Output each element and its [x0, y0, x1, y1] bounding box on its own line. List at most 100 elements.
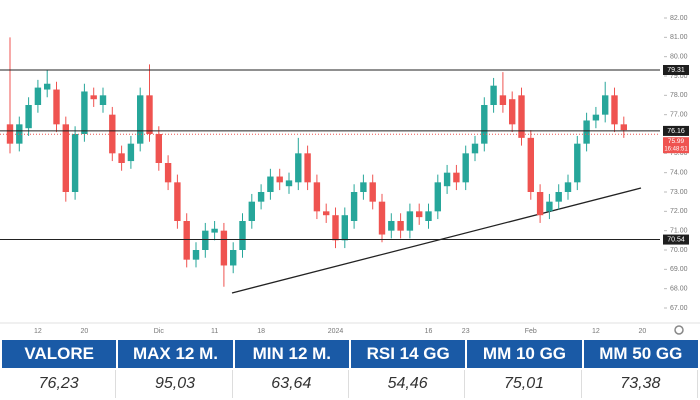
candle-body: [6, 124, 14, 144]
candle-body: [388, 221, 395, 231]
y-tick-label: 71.00: [670, 228, 688, 235]
header-cell: MIN 12 M.: [234, 340, 349, 368]
candle-body: [127, 143, 135, 162]
header-cell: MM 50 GG: [583, 340, 698, 368]
candle-body: [406, 211, 414, 231]
y-tick-label: 70.00: [670, 247, 688, 254]
value-cell: 54,46: [351, 370, 466, 398]
value-cell: 73,38: [584, 370, 698, 398]
chart: 67.00 68.00 69.00 70.00 71.00 72.00 73.00 74.00…: [0, 15, 700, 335]
y-tick-label: 69.00: [670, 266, 688, 273]
y-tick-label: 82.00: [670, 15, 688, 22]
candle-body: [574, 143, 581, 183]
value-row: 76,23 95,03 63,64 54,46 75,01 73,38: [2, 370, 698, 398]
value-cell: 75,01: [467, 370, 582, 398]
candle-body: [360, 182, 367, 192]
header-cell: MAX 12 M.: [118, 340, 233, 368]
candle-body: [230, 250, 237, 266]
candle-body: [155, 134, 162, 163]
candle-body: [313, 182, 321, 212]
level-label: 79.31: [667, 67, 685, 74]
candle-body: [323, 211, 330, 216]
candle-body: [118, 153, 125, 163]
candle-body: [536, 192, 544, 216]
x-tick-label: Feb: [525, 328, 537, 335]
y-tick-label: 77.00: [670, 112, 688, 119]
level-label: 70.54: [667, 236, 685, 243]
candle-body: [192, 250, 200, 260]
candle-body: [490, 85, 497, 105]
x-tick-label: 20: [639, 328, 647, 335]
candle-body: [527, 137, 534, 192]
candle-body: [555, 192, 562, 202]
candle-body: [378, 201, 386, 235]
candle-body: [267, 176, 274, 192]
y-tick-label: 80.00: [670, 54, 688, 61]
level-label: 76.16: [667, 128, 685, 135]
candle-body: [546, 201, 553, 212]
x-tick-label: 2024: [328, 328, 344, 335]
candle-body: [416, 211, 423, 218]
header-cell: MM 10 GG: [467, 340, 582, 368]
candle-body: [276, 176, 283, 183]
candle-body: [620, 124, 627, 131]
candle-body: [462, 153, 469, 183]
candle-body: [611, 95, 618, 125]
candle-body: [257, 192, 265, 202]
candle-body: [211, 228, 218, 233]
y-tick-label: 75.00: [670, 150, 688, 157]
candle-body: [16, 124, 23, 144]
header-row: VALORE MAX 12 M. MIN 12 M. RSI 14 GG MM 10 G…: [2, 340, 698, 368]
settings-icon[interactable]: [674, 325, 684, 335]
candle-body: [164, 163, 172, 183]
candle-body: [220, 230, 228, 266]
candle-body: [453, 172, 460, 183]
candle-body: [443, 172, 451, 187]
x-tick-label: 11: [211, 328, 218, 335]
x-tick-label: 20: [81, 328, 89, 335]
x-tick-label: 18: [257, 328, 265, 335]
level-label-box: [663, 125, 689, 136]
candle-body: [295, 153, 302, 183]
candle-body: [109, 114, 116, 154]
candle-body: [174, 182, 181, 221]
y-tick-label: 67.00: [670, 305, 688, 312]
candle-body: [90, 95, 97, 100]
y-tick-label: 68.00: [670, 286, 688, 293]
level-label-box: [663, 234, 689, 245]
candle-body: [34, 87, 42, 105]
candle-body: [481, 105, 488, 144]
y-tick-label: 73.00: [670, 189, 688, 196]
x-tick-label: 16: [425, 328, 433, 335]
y-tick-label: 74.00: [670, 170, 688, 177]
candle-body: [369, 182, 376, 202]
candle-body: [471, 143, 479, 154]
x-tick-label: 23: [462, 328, 470, 335]
last-price-label: 75.99: [668, 138, 685, 145]
x-tick-label: Dic: [154, 328, 165, 335]
x-tick-label: 12: [34, 328, 42, 335]
candle-body: [583, 120, 590, 144]
candle-body: [146, 95, 153, 134]
candle-body: [350, 192, 358, 221]
last-price-box: [663, 137, 689, 154]
candle-body: [602, 95, 609, 115]
candle-body: [81, 91, 88, 134]
countdown: 16:48:51: [664, 146, 688, 152]
candle-body: [592, 114, 600, 121]
candle-body: [25, 105, 32, 129]
x-tick-label: 12: [592, 328, 600, 335]
value-cell: 63,64: [235, 370, 349, 398]
candle-body: [239, 221, 246, 250]
candle-body: [137, 95, 144, 144]
stats-table: VALORE MAX 12 M. MIN 12 M. RSI 14 GG MM 10 G…: [0, 338, 700, 400]
level-label-box: [663, 65, 689, 76]
candle-body: [564, 182, 572, 192]
candle-body: [183, 221, 190, 260]
candle-body: [332, 215, 339, 241]
candle-body: [509, 99, 516, 125]
value-cell: 76,23: [2, 370, 117, 398]
candle-body: [202, 230, 209, 250]
candle-body: [425, 211, 432, 221]
